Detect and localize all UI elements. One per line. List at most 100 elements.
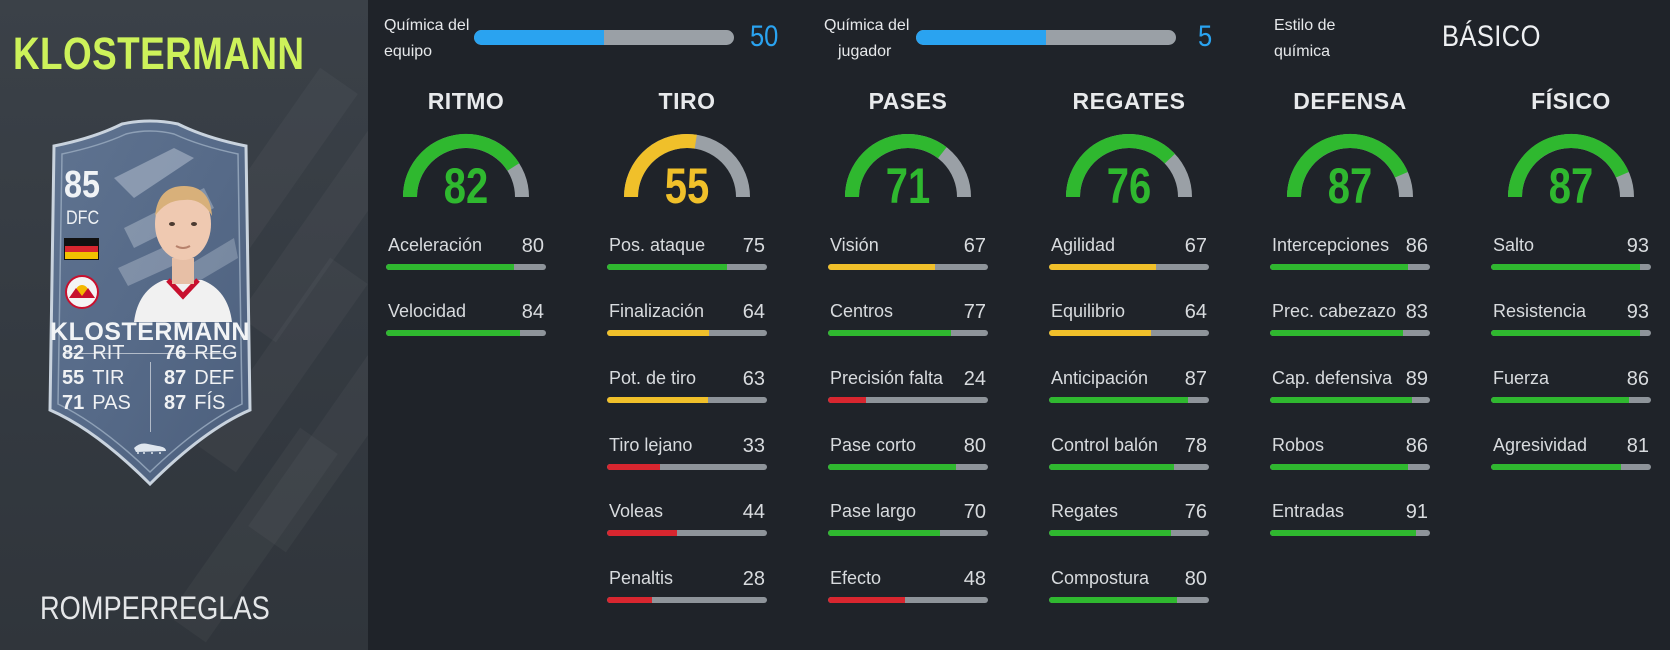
stat-row: Resistencia 93 [1491, 301, 1651, 341]
stat-value: 80 [963, 435, 986, 457]
stat-bar [828, 264, 988, 270]
stat-bar [1049, 330, 1209, 336]
stat-label: Centros [830, 301, 894, 321]
category-title: FÍSICO [1531, 88, 1611, 114]
stat-bar-fill [1270, 330, 1403, 336]
team-chemistry-label: Química del [384, 17, 470, 34]
stat-bar [828, 597, 988, 603]
stat-bar [1270, 530, 1430, 536]
stat-row: Intercepciones 86 [1270, 235, 1430, 275]
stat-value: 33 [742, 435, 765, 457]
germany-flag-icon [64, 238, 99, 260]
player-name: KLOSTERMANN [13, 28, 305, 79]
stat-value: 86 [1405, 435, 1428, 457]
stat-label: Resistencia [1493, 301, 1587, 321]
stat-value: 28 [742, 568, 765, 590]
stat-bar-fill [1270, 530, 1416, 536]
stat-bar [828, 397, 988, 403]
stat-bar-fill [1049, 330, 1152, 336]
stat-label: Finalización [609, 301, 705, 321]
stat-bar [1270, 264, 1430, 270]
stat-value: 93 [1626, 301, 1649, 323]
stat-label: Prec. cabezazo [1272, 301, 1397, 321]
stat-bar-fill [828, 464, 956, 470]
stat-row: Cap. defensiva 89 [1270, 368, 1430, 408]
stat-value: 80 [521, 235, 544, 257]
stat-bar [1270, 397, 1430, 403]
stat-label: Pase largo [830, 501, 917, 521]
boot-icon [134, 443, 166, 454]
category-gauge [624, 134, 750, 198]
team-chemistry-label: equipo [384, 43, 433, 60]
stat-value: 84 [521, 301, 544, 323]
stat-value: 87 [1184, 368, 1207, 390]
stat-bar-fill [828, 530, 940, 536]
stat-bar-fill [386, 330, 521, 336]
stat-row: Compostura 80 [1049, 568, 1209, 608]
stat-label: Entradas [1272, 501, 1345, 521]
stat-row: Aceleración 80 [386, 235, 546, 275]
stat-label: Intercepciones [1272, 235, 1390, 255]
gauge-fill [624, 134, 697, 198]
card-stat-left: 55 TIR [62, 367, 125, 389]
stat-bar [607, 397, 767, 403]
stat-value: 86 [1626, 368, 1649, 390]
category-gauge [1066, 134, 1192, 198]
stat-value: 91 [1405, 501, 1428, 523]
player-chemistry-value: 5 [1198, 20, 1213, 53]
gauge-fill [1287, 134, 1408, 198]
stat-value: 78 [1184, 435, 1207, 457]
stat-bar-fill [1049, 464, 1174, 470]
stat-row: Regates 76 [1049, 501, 1209, 541]
stat-value: 81 [1626, 435, 1649, 457]
stat-row: Salto 93 [1491, 235, 1651, 275]
player-chemistry-label: jugador [838, 43, 892, 60]
stat-label: Fuerza [1493, 368, 1550, 388]
stat-label: Penaltis [609, 568, 674, 588]
stat-label: Equilibrio [1051, 301, 1126, 321]
chemistry-style-label: Estilo de [1274, 17, 1336, 34]
card-stat-left: 71 PAS [62, 392, 131, 414]
stat-bar [1049, 597, 1209, 603]
stat-label: Anticipación [1051, 368, 1149, 388]
card-stat-left: 82 RIT [62, 342, 125, 364]
stat-value: 64 [742, 301, 765, 323]
stat-value: 48 [963, 568, 986, 590]
stat-value: 44 [742, 501, 765, 523]
category-title: DEFENSA [1293, 88, 1407, 114]
stat-bar-fill [1270, 264, 1408, 270]
stat-bar [607, 530, 767, 536]
category-title: TIRO [658, 88, 716, 114]
stat-bar [1049, 464, 1209, 470]
stat-row: Precisión falta 24 [828, 368, 988, 408]
category-gauge [1287, 134, 1413, 198]
stat-label: Efecto [830, 568, 882, 588]
stat-bar-fill [1491, 330, 1640, 336]
stat-bar [607, 264, 767, 270]
stat-bar [1049, 530, 1209, 536]
stat-bar-fill [1491, 397, 1629, 403]
stat-bar-fill [828, 264, 936, 270]
stat-label: Tiro lejano [609, 435, 693, 455]
stat-bar [1049, 397, 1209, 403]
stat-bar-fill [607, 464, 660, 470]
stat-label: Salto [1493, 235, 1535, 255]
player-card[interactable]: 85 DFC KLOSTERMANN 82 RIT 55 TIR 71 PAS 76 R… [34, 118, 266, 486]
stat-bar-fill [1049, 530, 1171, 536]
stat-value: 89 [1405, 368, 1428, 390]
stat-value: 24 [963, 368, 986, 390]
stat-bar-fill [828, 397, 867, 403]
stat-bar-fill [607, 397, 708, 403]
team-chemistry-value: 50 [750, 20, 779, 53]
stat-row: Visión 67 [828, 235, 988, 275]
club-badge-icon [65, 275, 99, 309]
team-chemistry-bar [474, 30, 734, 45]
stat-value: 70 [963, 501, 986, 523]
stat-bar-fill [1049, 597, 1177, 603]
category-gauge [1508, 134, 1634, 198]
stat-row: Tiro lejano 33 [607, 435, 767, 475]
stat-bar [386, 264, 546, 270]
stat-label: Velocidad [388, 301, 467, 321]
stat-row: Prec. cabezazo 83 [1270, 301, 1430, 341]
category-gauge [845, 134, 971, 198]
